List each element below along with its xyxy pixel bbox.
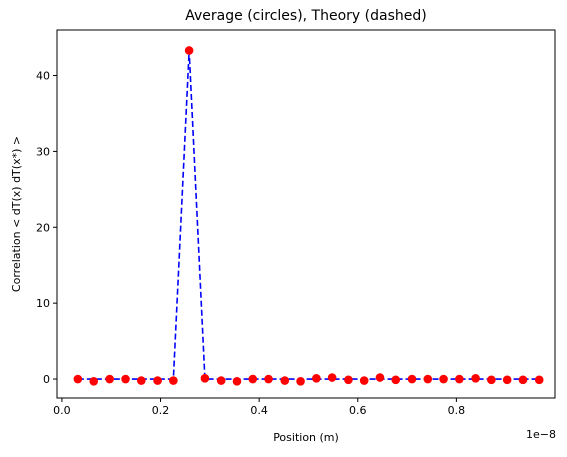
average-data-point [184,46,194,55]
x-tick-label: 0.8 [448,404,466,417]
x-ticks: 0.0 0.2 0.4 0.6 0.8 [53,398,465,417]
average-data-point [296,377,305,386]
theory-series-line [77,50,540,380]
average-data-point [518,375,528,385]
plot-area-border [56,29,556,399]
average-data-point [439,374,448,384]
y-tick-label: 40 [36,70,50,83]
average-data-point [407,374,417,384]
average-data-point [391,375,401,385]
average-data-point [359,376,369,385]
average-data-point [232,377,242,386]
x-tick-label: 0.2 [152,404,170,417]
average-data-point [471,373,480,383]
average-data-point [248,374,258,384]
points-layer [73,46,544,386]
average-data-point [153,376,162,385]
average-data-point [264,374,273,384]
average-data-point [455,374,464,384]
average-data-point [280,376,290,385]
y-ticks: 0 10 20 30 40 [36,70,57,386]
axes-frame [56,29,556,399]
average-data-point [344,375,353,385]
y-tick-label: 10 [36,297,50,310]
chart-title: Average (circles), Theory (dashed) [185,8,426,24]
average-data-point [105,374,114,384]
average-data-point [375,373,385,382]
x-tick-label: 0.0 [53,404,71,417]
average-data-point [312,373,321,383]
average-data-point [423,374,433,384]
y-axis-label: Correlation < dT(x) dT(x*) > [10,136,23,292]
y-tick-label: 20 [36,221,50,234]
theory-line-layer [77,50,540,380]
x-axis-offset-label: 1e−8 [526,428,556,441]
average-data-point [327,373,337,382]
average-data-point [487,375,496,385]
y-tick-label: 30 [36,145,50,158]
x-tick-label: 0.6 [349,404,367,417]
average-data-point [73,374,83,384]
x-tick-label: 0.4 [250,404,268,417]
average-data-point [121,374,130,384]
average-data-point [89,377,99,386]
average-data-point [534,375,544,385]
average-data-point [137,376,146,385]
x-axis-label: Position (m) [273,431,339,444]
average-data-point [169,376,178,385]
y-tick-label: 0 [43,373,50,386]
average-data-point [502,375,512,385]
average-data-point [216,376,226,385]
average-data-point [200,373,210,383]
